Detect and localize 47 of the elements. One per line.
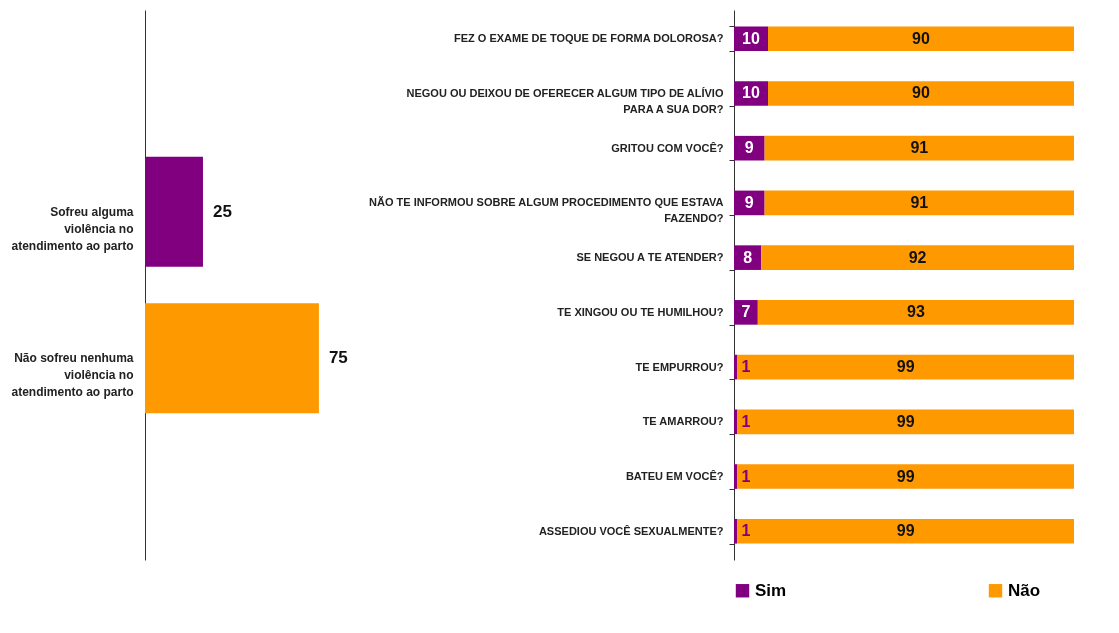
data-label: 1 (741, 412, 751, 430)
bar (764, 190, 1074, 216)
data-label: 7 (741, 303, 751, 321)
y-tick-label: NEGOU OU DEIXOU DE OFERECER ALGUM TIPO DE ALÍVIO PARA A SUA DOR? (406, 86, 724, 115)
y-tick-label: SE NEGOU A TE ATENDER? (576, 251, 724, 264)
bar (768, 26, 1074, 52)
bar (737, 464, 1074, 489)
data-label: 91 (910, 193, 929, 211)
data-label: 99 (896, 412, 915, 430)
legend-label: Não (1008, 580, 1041, 600)
bar (757, 300, 1074, 325)
y-tick-label: BATEU EM VOCÊ? (625, 470, 724, 483)
data-label: 99 (896, 522, 915, 540)
bar (761, 245, 1074, 270)
data-label: 99 (896, 358, 915, 376)
bar (768, 81, 1074, 106)
data-label: 75 (328, 348, 348, 368)
data-label: 1 (741, 522, 751, 540)
y-tick-label: GRITOU COM VOCÊ? (611, 141, 724, 154)
bar (737, 354, 1074, 380)
bar (737, 518, 1074, 544)
data-label: 90 (912, 84, 930, 102)
y-tick-label: Não sofreu nenhuma violência no atendimento ao parto (11, 351, 134, 400)
data-label: 9 (744, 193, 754, 211)
bar (734, 300, 758, 325)
data-label: 10 (742, 84, 760, 102)
data-label: 10 (742, 29, 760, 47)
data-label: 1 (741, 358, 751, 376)
data-label: 1 (741, 467, 751, 485)
y-tick-label: TE XINGOU OU TE HUMILHOU? (557, 305, 724, 318)
data-label: 90 (912, 29, 930, 47)
y-tick-label: FEZ O EXAME DE TOQUE DE FORMA DOLOROSA? (453, 32, 724, 45)
y-tick-label: ASSEDIOU VOCÊ SEXUALMENTE? (538, 524, 724, 537)
y-tick-label: TE AMARROU? (642, 415, 724, 428)
data-label: 91 (910, 139, 929, 157)
y-tick-label: NÃO TE INFORMOU SOBRE ALGUM PROCEDIMENTO QUE ESTAVA FAZENDO? (369, 196, 724, 225)
bar (764, 135, 1074, 161)
y-tick-label: Sofreu alguma violência no atendimento ao parto (11, 204, 134, 253)
data-label: 99 (896, 467, 915, 485)
data-label: 9 (744, 139, 754, 157)
legend-label: Sim (755, 580, 787, 600)
bar (737, 409, 1074, 435)
data-label: 93 (907, 303, 925, 321)
y-tick-label: TE EMPURROU? (635, 360, 724, 373)
data-label: 8 (743, 248, 753, 266)
data-label: 25 (212, 201, 232, 221)
data-label: 92 (908, 248, 927, 266)
